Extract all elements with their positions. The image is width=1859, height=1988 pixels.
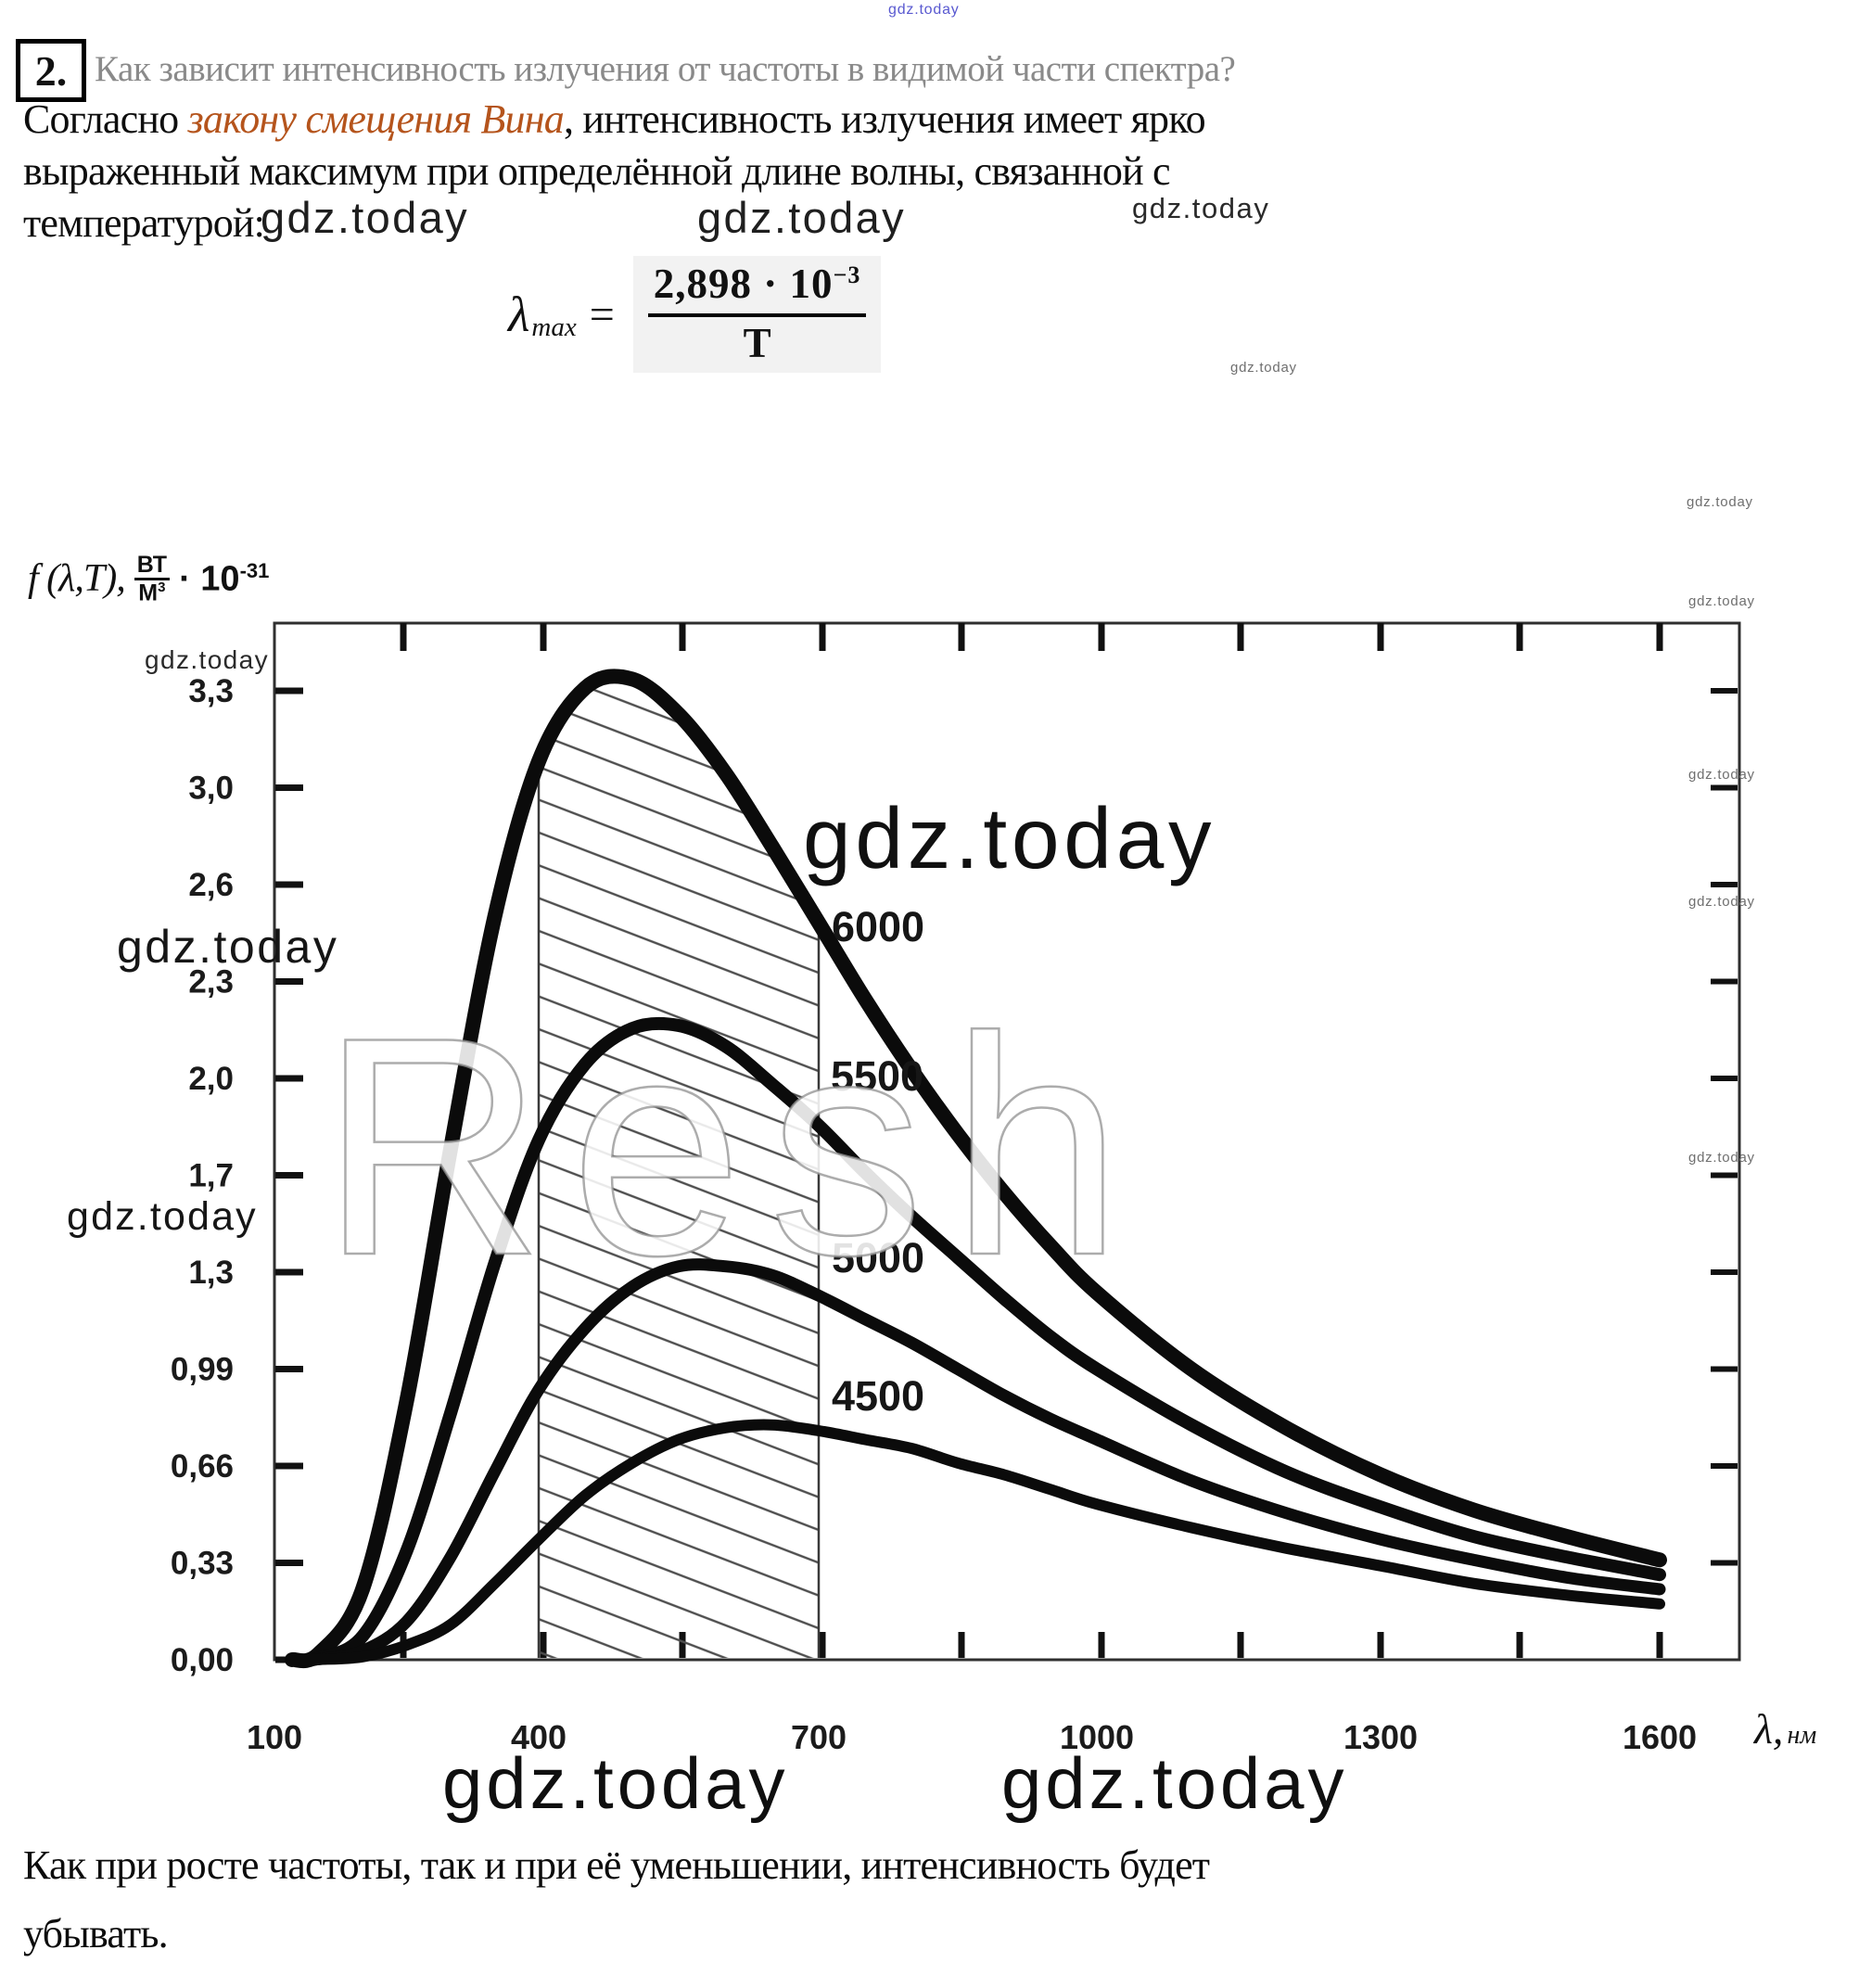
formula-numerator: 2,898 · 10−3 (647, 260, 867, 317)
gdz-watermark: gdz.today (117, 921, 339, 973)
x-axis-lambda: λ, (1754, 1705, 1784, 1752)
question-number: 2. (34, 46, 68, 95)
visible-spectrum-hatch-region (539, 680, 819, 1658)
curve-5500 (286, 1016, 1666, 1667)
gdz-watermark: gdz.today (1688, 1150, 1755, 1166)
curve-label-5000: 5000 (832, 1234, 924, 1281)
y-tick-label: 3,3 (188, 673, 234, 709)
gdz-watermark: gdz.today (888, 2, 960, 18)
y-axis-unit-numerator: ВТ (134, 553, 171, 581)
wien-law-link[interactable]: закону смещения Вина (187, 96, 565, 142)
y-tick-label: 2,0 (188, 1061, 234, 1097)
x-axis-unit: нм (1787, 1721, 1817, 1750)
gdz-watermark: gdz.today (1688, 767, 1755, 783)
x-tick-label: 1600 (1623, 1718, 1697, 1756)
curve-4500 (286, 1419, 1665, 1665)
curve-6000 (285, 669, 1667, 1669)
gdz-watermark: gdz.today (1230, 360, 1297, 376)
formula-exponent: −3 (833, 261, 861, 288)
answer-line-2: выраженный максимум при определённой дли… (23, 148, 1171, 194)
y-tick-label: 0,33 (171, 1545, 234, 1581)
gdz-watermark: gdz.today (803, 790, 1216, 886)
curve-5000 (286, 1258, 1666, 1666)
answer-part-2: , интенсивность излучения имеет ярко (563, 96, 1206, 142)
conclusion-line-1: Как при росте частоты, так и при её умен… (23, 1842, 1210, 1888)
y-tick-label: 2,6 (188, 867, 234, 903)
equals-sign: = (589, 289, 615, 339)
x-tick-label: 1300 (1343, 1718, 1418, 1756)
gdz-watermark: gdz.today (1688, 894, 1755, 910)
x-axis-title: λ, нм (1754, 1704, 1816, 1753)
y-axis-function-label: f (λ,T), (28, 557, 126, 601)
formula-denominator: T (743, 320, 771, 366)
answer-line-3: температурой: (23, 200, 265, 246)
wien-formula: λ max = 2,898 · 10−3 T (508, 256, 882, 373)
y-tick-label: 1,3 (188, 1255, 234, 1291)
y-tick-label: 2,3 (188, 963, 234, 1000)
x-tick-label: 400 (511, 1718, 567, 1756)
y-axis-unit-fraction: ВТ М3 (134, 553, 171, 606)
chart-frame (273, 621, 1741, 1662)
curve-label-5500: 5500 (831, 1052, 923, 1100)
gdz-watermark: gdz.today (697, 193, 906, 242)
gdz-watermark: gdz.today (1001, 1742, 1348, 1824)
question-text: Как зависит интенсивность излучения от ч… (95, 49, 1236, 89)
x-tick-label: 1000 (1060, 1718, 1134, 1756)
y-tick-label: 0,99 (171, 1351, 234, 1387)
y-axis-unit-denominator: М3 (138, 580, 166, 606)
y-tick-label: 1,7 (188, 1157, 234, 1193)
conclusion-line-2: убывать. (23, 1911, 169, 1956)
y-tick-label: 0,66 (171, 1448, 234, 1485)
y-axis-title: f (λ,T), ВТ М3 · 10-31 (28, 553, 269, 605)
curve-label-6000: 6000 (832, 903, 924, 950)
gdz-watermark: gdz.today (1687, 494, 1753, 510)
y-tick-label: 3,0 (188, 770, 234, 806)
x-tick-label: 100 (247, 1718, 302, 1756)
formula-fraction: 2,898 · 10−3 T (632, 256, 882, 373)
y-tick-label: 0,00 (171, 1642, 234, 1678)
resh-ghost-logo: Resh (320, 973, 1149, 1319)
y-axis-multiplier: · 10-31 (179, 558, 270, 599)
gdz-watermark: gdz.today (442, 1742, 789, 1824)
gdz-watermark: gdz.today (67, 1194, 258, 1239)
answer-line-1: Согласно закону смещения Вина, интенсивн… (23, 96, 1206, 143)
lambda-subscript: max (531, 312, 577, 342)
gdz-watermark: gdz.today (1132, 192, 1270, 224)
question-number-box: 2. (16, 39, 86, 102)
gdz-watermark: gdz.today (261, 193, 469, 242)
curve-label-4500: 4500 (832, 1372, 924, 1420)
gdz-watermark: gdz.today (145, 645, 270, 674)
x-tick-label: 700 (791, 1718, 847, 1756)
answer-part-1: Согласно (23, 96, 188, 142)
gdz-watermark: gdz.today (1688, 593, 1755, 609)
lambda-symbol: λ (508, 287, 530, 342)
